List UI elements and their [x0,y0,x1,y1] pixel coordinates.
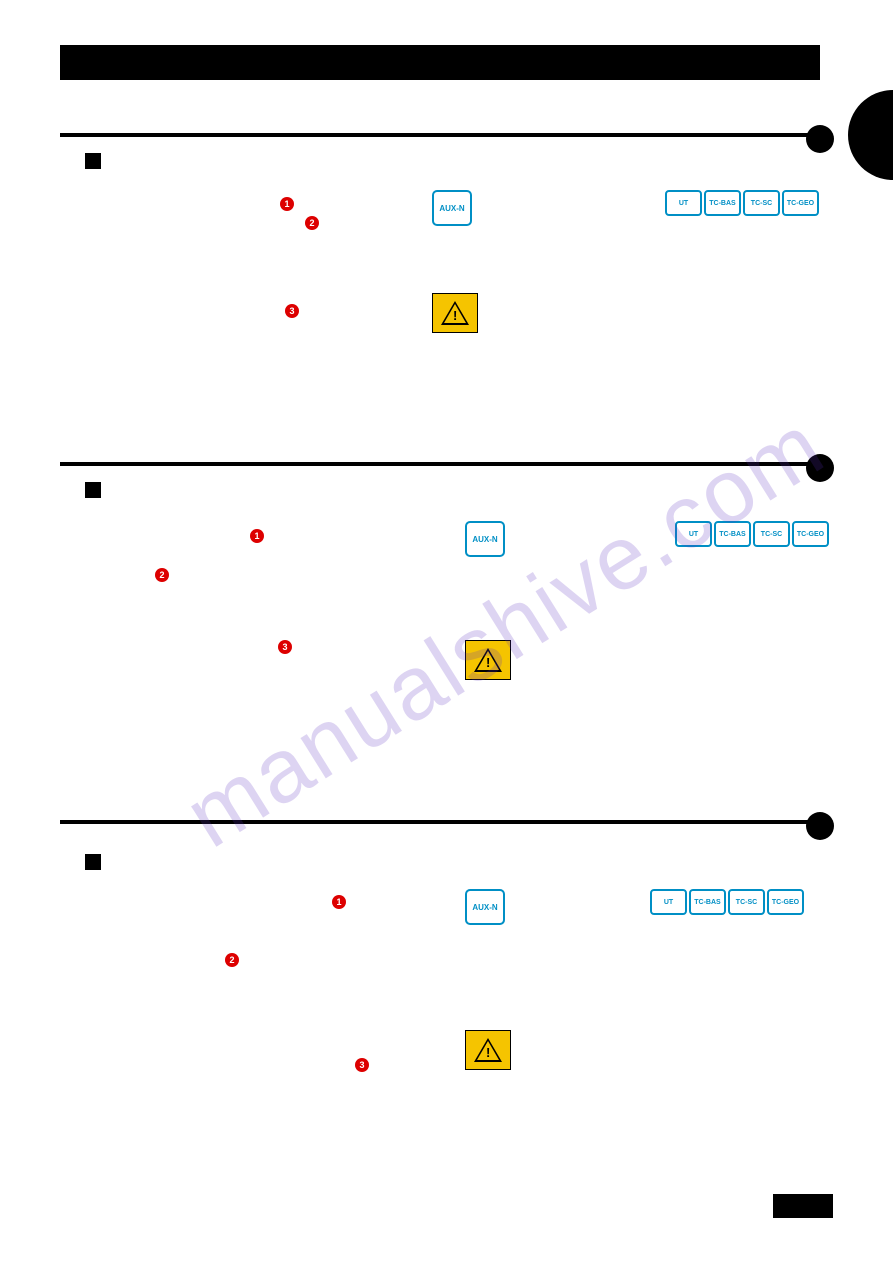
tc-label: UT [664,899,673,906]
section-dot-2 [806,454,834,482]
aux-n-box-1: AUX-N [432,190,472,226]
aux-n-box-2: AUX-N [465,521,505,557]
red-bullet-label: 1 [336,897,341,907]
red-bullet-label: 2 [229,955,234,965]
tc-label: TC-SC [736,899,757,906]
tc-label: TC-GEO [772,899,799,906]
tc-label: TC-BAS [709,200,735,207]
top-black-banner [60,45,820,80]
tc-label: TC-GEO [787,200,814,207]
tc-box-ut: UT [675,521,712,547]
red-bullet-3b: 2 [225,953,239,967]
red-bullet-label: 1 [284,199,289,209]
section-bullet-3 [85,854,101,870]
section-divider-3 [60,820,820,824]
page-number-box [773,1194,833,1218]
aux-n-label: AUX-N [472,903,497,912]
tc-box-geo: TC-GEO [782,190,819,216]
tc-box-sc: TC-SC [753,521,790,547]
tc-box-ut: UT [650,889,687,915]
red-bullet-1c: 3 [285,304,299,318]
red-bullet-label: 2 [309,218,314,228]
tc-group-1: UT TC-BAS TC-SC TC-GEO [665,190,819,216]
tc-group-3: UT TC-BAS TC-SC TC-GEO [650,889,804,915]
red-bullet-3c: 3 [355,1058,369,1072]
red-bullet-2c: 3 [278,640,292,654]
red-bullet-2a: 1 [250,529,264,543]
red-bullet-label: 3 [359,1060,364,1070]
section-bullet-1 [85,153,101,169]
tc-label: TC-SC [761,531,782,538]
section-bullet-2 [85,482,101,498]
section-divider-1 [60,133,820,137]
aux-n-label: AUX-N [439,204,464,213]
red-bullet-2b: 2 [155,568,169,582]
tc-label: TC-GEO [797,531,824,538]
warning-icon-3: ! [465,1030,511,1070]
aux-n-label: AUX-N [472,535,497,544]
tc-box-geo: TC-GEO [792,521,829,547]
red-bullet-3a: 1 [332,895,346,909]
warning-icon-2: ! [465,640,511,680]
tc-label: TC-SC [751,200,772,207]
tc-box-bas: TC-BAS [714,521,751,547]
tc-box-bas: TC-BAS [689,889,726,915]
tc-box-sc: TC-SC [728,889,765,915]
tc-box-geo: TC-GEO [767,889,804,915]
red-bullet-label: 1 [254,531,259,541]
tc-label: UT [689,531,698,538]
tc-group-2: UT TC-BAS TC-SC TC-GEO [675,521,829,547]
tc-box-bas: TC-BAS [704,190,741,216]
red-bullet-label: 3 [282,642,287,652]
warning-icon-1: ! [432,293,478,333]
side-tab [848,90,893,180]
red-bullet-label: 2 [159,570,164,580]
tc-box-ut: UT [665,190,702,216]
aux-n-box-3: AUX-N [465,889,505,925]
section-dot-1 [806,125,834,153]
tc-label: UT [679,200,688,207]
red-bullet-label: 3 [289,306,294,316]
tc-label: TC-BAS [719,531,745,538]
red-bullet-1b: 2 [305,216,319,230]
red-bullet-1a: 1 [280,197,294,211]
tc-label: TC-BAS [694,899,720,906]
section-dot-3 [806,812,834,840]
section-divider-2 [60,462,820,466]
tc-box-sc: TC-SC [743,190,780,216]
